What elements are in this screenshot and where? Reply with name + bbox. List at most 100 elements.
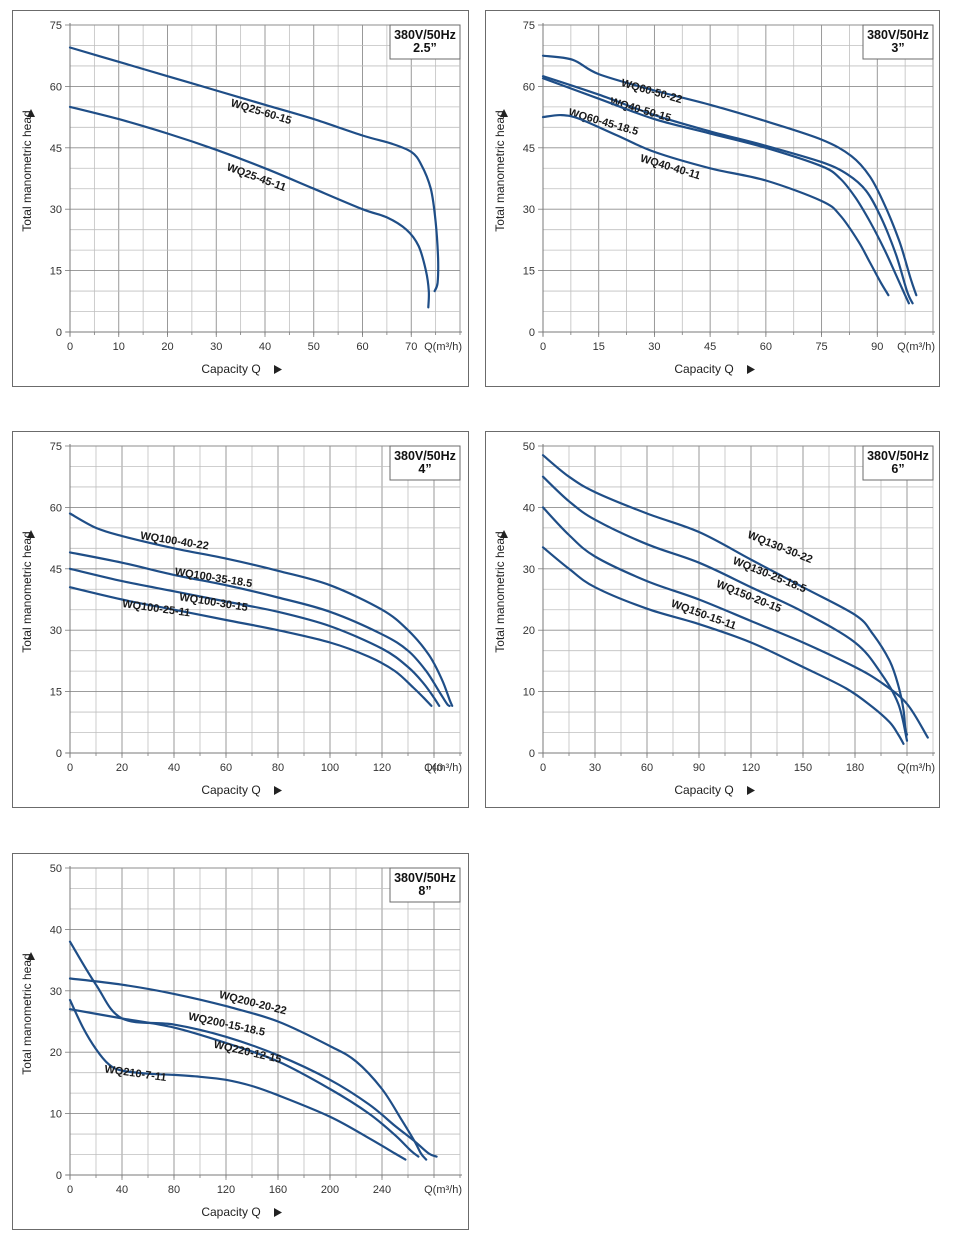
x-tick-label: 40: [168, 762, 180, 774]
y-tick-label: 10: [523, 687, 535, 699]
voltage-info-box: [862, 445, 934, 481]
y-tick-label: 75: [50, 20, 62, 32]
y-tick-label: 20: [523, 625, 535, 637]
x-tick-label: 180: [846, 762, 864, 774]
x-tick-label: 0: [540, 762, 546, 774]
chart-panel-6-inch: 0 30 60 90 120 150 180 Q(m³/h) 0 10 20 30 40 50 Total …: [485, 431, 940, 808]
y-tick-label: 40: [50, 924, 62, 936]
series-line: [541, 475, 909, 742]
x-tick-label: 60: [641, 762, 653, 774]
x-tick-label: 30: [648, 341, 660, 353]
y-axis-arrow-icon: [27, 530, 35, 538]
y-tick-label: 60: [50, 502, 62, 514]
y-tick-label: 30: [50, 986, 62, 998]
y-tick-label: 0: [56, 748, 62, 760]
x-tick-label: 0: [67, 762, 73, 774]
y-axis-arrow-icon: [27, 952, 35, 960]
series-line: [541, 77, 910, 305]
voltage-label: 380V/50Hz: [394, 871, 456, 885]
y-axis-label: Total manometric head: [20, 531, 34, 652]
x-tick-label: 120: [217, 1184, 235, 1196]
x-tick-label: 20: [161, 341, 173, 353]
x-tick-label: 200: [321, 1184, 339, 1196]
series-line: [68, 567, 441, 707]
x-unit-label: Q(m³/h): [897, 341, 935, 353]
voltage-info-box: [389, 445, 461, 481]
x-tick-label: 80: [272, 762, 284, 774]
x-tick-label: 0: [67, 341, 73, 353]
x-axis-arrow-icon: [274, 786, 282, 795]
x-tick-label: 150: [794, 762, 812, 774]
x-tick-label: 60: [760, 341, 772, 353]
x-tick-label: 30: [589, 762, 601, 774]
x-tick-label: 100: [321, 762, 339, 774]
chart-svg: 0 10 20 30 40 50 60 70 Q(m³/h) 0 15 30 45 60 75 Total m…: [20, 20, 462, 376]
series-label: WQ25-60-15: [229, 97, 293, 127]
x-axis-label: Capacity Q: [674, 783, 733, 797]
series-line: [68, 998, 407, 1161]
x-unit-label: Q(m³/h): [424, 762, 462, 774]
y-tick-label: 15: [523, 266, 535, 278]
y-tick-label: 45: [523, 143, 535, 155]
size-label: 2.5”: [413, 41, 437, 55]
y-tick-label: 50: [523, 441, 535, 453]
voltage-label: 380V/50Hz: [867, 449, 929, 463]
size-label: 4”: [418, 462, 431, 476]
y-tick-label: 10: [50, 1109, 62, 1121]
series-label: WQ150-15-11: [669, 598, 737, 633]
voltage-label: 380V/50Hz: [394, 449, 456, 463]
series-line: [68, 105, 431, 309]
x-axis-label: Capacity Q: [201, 362, 260, 376]
y-tick-label: 20: [50, 1047, 62, 1059]
x-tick-label: 45: [704, 341, 716, 353]
grid: [69, 445, 461, 754]
x-axis-label: Capacity Q: [674, 362, 733, 376]
series-line: [541, 454, 909, 736]
x-tick-label: 90: [693, 762, 705, 774]
x-tick-label: 15: [593, 341, 605, 353]
y-axis-label: Total manometric head: [493, 110, 507, 231]
y-tick-label: 30: [523, 204, 535, 216]
series-line: [68, 586, 433, 707]
y-tick-label: 0: [529, 327, 535, 339]
series-line: [68, 1008, 420, 1158]
x-unit-label: Q(m³/h): [424, 341, 462, 353]
series-label: WQ100-35-18.5: [174, 566, 253, 590]
y-axis-label: Total manometric head: [20, 110, 34, 231]
x-axis-arrow-icon: [274, 1208, 282, 1217]
x-tick-label: 0: [540, 341, 546, 353]
series-line: [68, 512, 454, 707]
x-unit-label: Q(m³/h): [897, 762, 935, 774]
y-axis-arrow-icon: [500, 530, 508, 538]
y-tick-label: 0: [529, 748, 535, 760]
y-tick-label: 75: [523, 20, 535, 32]
x-tick-label: 60: [220, 762, 232, 774]
series-line: [68, 551, 451, 707]
x-tick-label: 120: [742, 762, 760, 774]
x-axis-label: Capacity Q: [201, 783, 260, 797]
y-tick-label: 45: [50, 143, 62, 155]
x-tick-label: 140: [425, 762, 443, 774]
grid: [542, 445, 934, 754]
grid: [69, 867, 461, 1176]
x-axis-arrow-icon: [747, 365, 755, 374]
size-label: 8”: [418, 884, 431, 898]
x-tick-label: 90: [871, 341, 883, 353]
size-label: 3”: [891, 41, 904, 55]
series-line: [68, 940, 438, 1158]
y-axis-label: Total manometric head: [20, 953, 34, 1074]
x-tick-label: 40: [259, 341, 271, 353]
y-axis-arrow-icon: [27, 109, 35, 117]
x-tick-label: 30: [210, 341, 222, 353]
y-tick-label: 50: [50, 863, 62, 875]
x-tick-label: 75: [815, 341, 827, 353]
chart-svg: 0 40 80 120 160 200 240 Q(m³/h) 0 10 20 30 40 50 Total…: [20, 863, 462, 1219]
chart-svg: 0 30 60 90 120 150 180 Q(m³/h) 0 10 20 30 40 50 Total …: [493, 441, 935, 797]
series-line: [68, 46, 440, 293]
chart-panel-3-inch: 0 15 30 45 60 75 90 Q(m³/h) 0 15 30 45 60 75 Total man…: [485, 10, 940, 387]
x-tick-label: 120: [373, 762, 391, 774]
x-tick-label: 0: [67, 1184, 73, 1196]
y-tick-label: 0: [56, 327, 62, 339]
x-tick-label: 20: [116, 762, 128, 774]
